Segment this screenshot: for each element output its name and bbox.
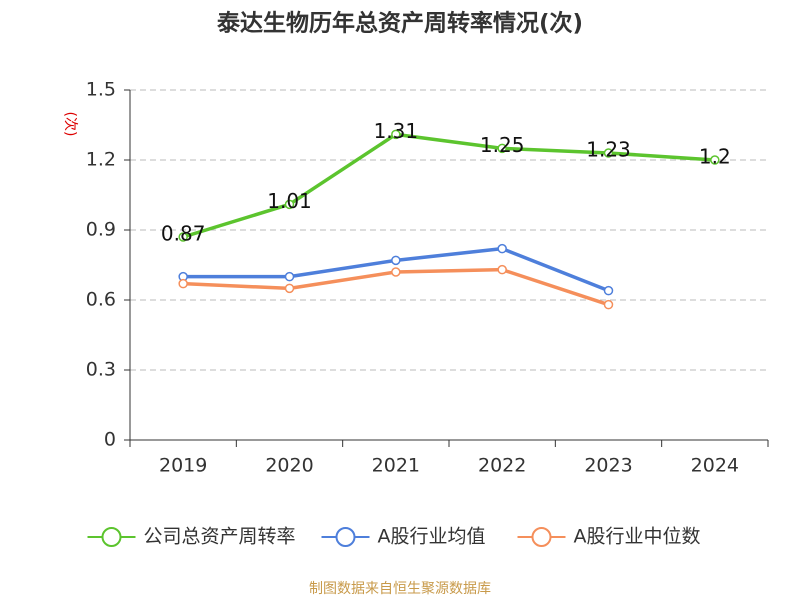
y-tick-label: 0.9: [86, 219, 116, 241]
data-label: 1.23: [586, 138, 631, 162]
x-tick-label: 2022: [478, 455, 526, 477]
point: [178, 278, 188, 289]
data-label: 1.01: [267, 189, 312, 213]
y-tick-label: 0.3: [86, 359, 116, 381]
data-label: 1.2: [699, 145, 731, 169]
series-line: [182, 132, 715, 239]
point: [284, 271, 295, 282]
legend-label: 公司总资产周转率: [144, 526, 296, 548]
chart-title: 泰达生物历年总资产周转率情况(次): [216, 10, 583, 37]
x-tick-label: 2023: [584, 455, 632, 477]
point: [603, 148, 614, 158]
legend-marker: [335, 527, 356, 547]
legend-marker: [531, 527, 552, 547]
point: [178, 232, 188, 242]
point: [497, 143, 507, 154]
x-tick-label: 2020: [265, 455, 313, 477]
point: [284, 283, 295, 294]
data-label: 1.31: [374, 119, 419, 143]
point: [284, 199, 295, 210]
legend-label: A股行业中位数: [574, 526, 701, 548]
legend-marker: [101, 527, 122, 547]
x-tick-label: 2019: [159, 455, 207, 477]
data-label: 1.25: [480, 133, 525, 157]
source-note: 制图数据来自恒生聚源数据库: [309, 581, 491, 597]
y-axis-label: (次): [62, 112, 78, 137]
point: [603, 285, 614, 296]
y-tick-label: 1.2: [86, 149, 116, 171]
point: [710, 155, 720, 165]
point: [391, 129, 401, 140]
y-tick-label: 1.5: [86, 79, 116, 101]
point: [497, 243, 507, 254]
x-tick-label: 2021: [372, 455, 420, 477]
data-label: 0.87: [161, 222, 206, 246]
point: [497, 264, 507, 275]
point: [391, 255, 401, 266]
x-tick-label: 2024: [691, 455, 739, 477]
legend-label: A股行业均值: [378, 526, 486, 548]
y-tick-label: 0: [104, 429, 116, 451]
point: [391, 267, 401, 277]
y-tick-label: 0.6: [86, 289, 116, 311]
point: [603, 299, 614, 310]
